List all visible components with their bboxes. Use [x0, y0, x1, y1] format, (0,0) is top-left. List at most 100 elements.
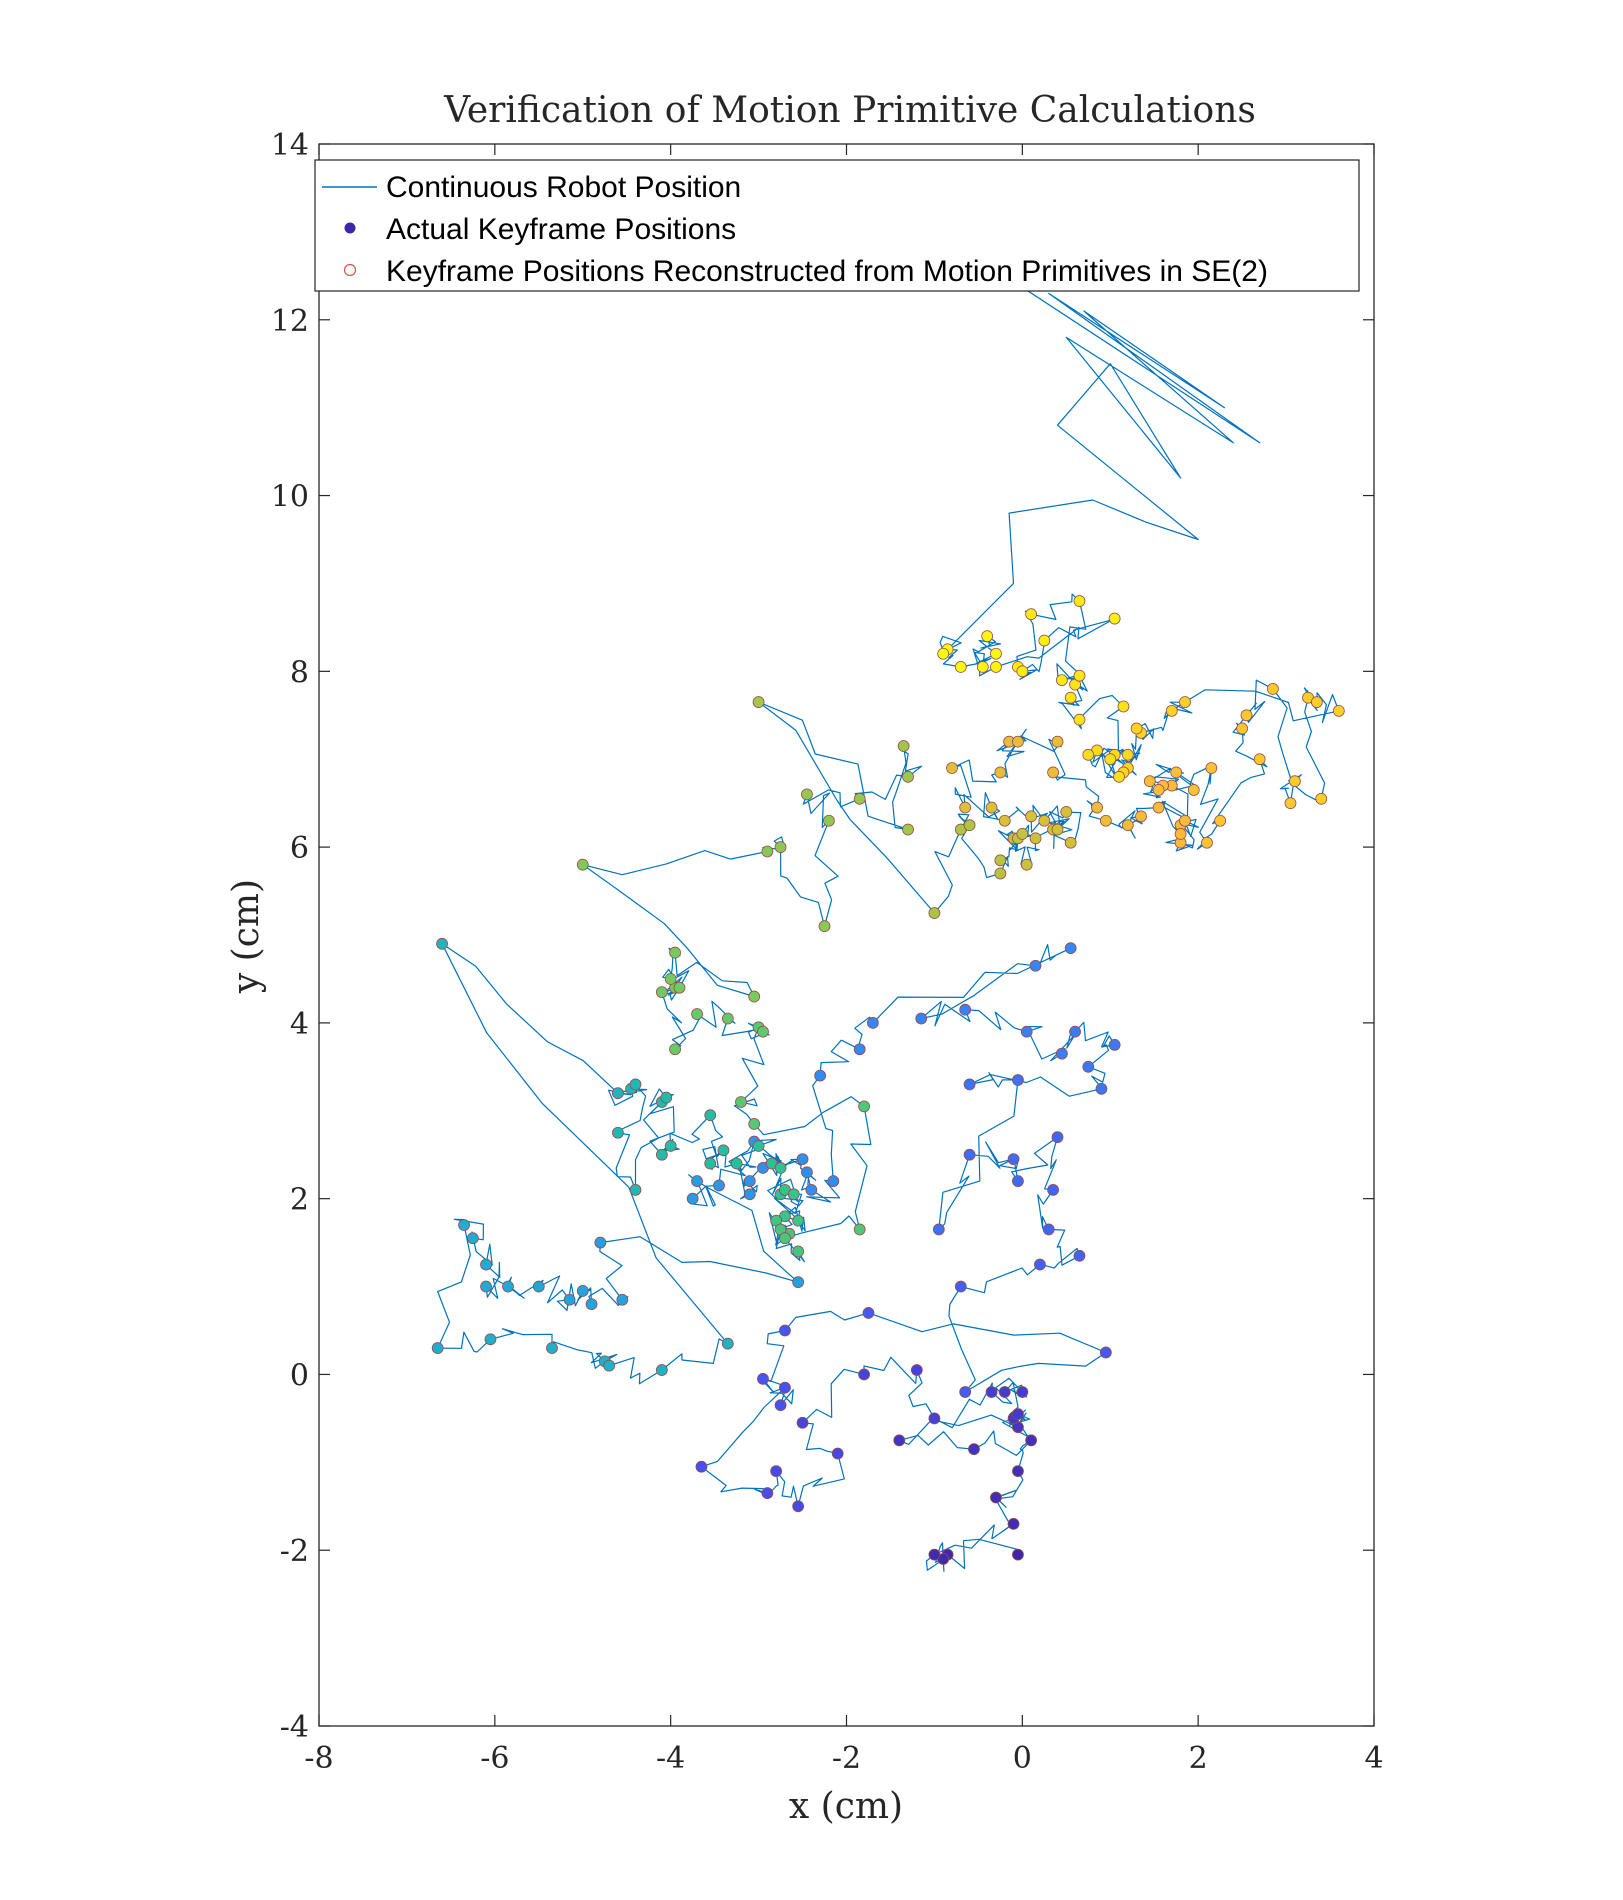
reconstructed-keyframe-point — [805, 1183, 818, 1196]
reconstructed-keyframe-point — [1025, 608, 1038, 621]
reconstructed-keyframe-point — [959, 1003, 972, 1016]
reconstructed-keyframe-point — [801, 788, 813, 801]
tick-labels-layer: -8 -6 -4 -2 0 2 4 -4 -2 0 2 4 6 8 10 12 14 — [271, 128, 1384, 1776]
reconstructed-keyframe-point — [576, 1285, 589, 1297]
reconstructed-keyframe-point — [990, 661, 1002, 673]
reconstructed-keyframe-point — [897, 740, 910, 752]
legend-open-marker-icon — [343, 263, 357, 277]
y-tick-label: 6 — [290, 831, 309, 866]
reconstructed-keyframe-point — [1284, 797, 1297, 810]
reconstructed-keyframe-point — [779, 1232, 791, 1245]
reconstructed-keyframe-point — [998, 814, 1011, 827]
reconstructed-keyframe-point — [928, 1412, 941, 1425]
reconstructed-keyframe-point — [1240, 709, 1253, 722]
reconstructed-keyframe-point — [994, 854, 1007, 867]
reconstructed-keyframe-point — [963, 1078, 976, 1091]
reconstructed-keyframe-point — [752, 1140, 765, 1152]
reconstructed-keyframe-point — [691, 1008, 703, 1020]
reconstructed-keyframe-point — [484, 1333, 497, 1346]
x-tick-label: -6 — [480, 1741, 509, 1776]
reconstructed-keyframe-point — [1143, 775, 1156, 788]
reconstructed-keyframe-point — [735, 1096, 747, 1108]
reconstructed-keyframe-point — [721, 1012, 734, 1025]
reconstructed-keyframe-point — [932, 1223, 945, 1236]
reconstructed-keyframe-point — [761, 1487, 774, 1499]
reconstructed-keyframe-point — [976, 661, 989, 673]
reconstructed-keyframe-point — [1055, 1047, 1068, 1060]
reconstructed-keyframe-point — [686, 1192, 699, 1205]
reconstructed-keyframe-point — [963, 1148, 976, 1161]
reconstructed-keyframe-point — [827, 1175, 840, 1187]
keyframe-layer — [431, 595, 1345, 1565]
reconstructed-keyframe-point — [1051, 823, 1064, 836]
reconstructed-keyframe-point — [1064, 691, 1077, 704]
reconstructed-keyframe-point — [814, 1069, 827, 1082]
reconstructed-keyframe-point — [1179, 696, 1191, 708]
ticks-layer — [318, 143, 1375, 1727]
reconstructed-keyframe-point — [1236, 722, 1249, 735]
reconstructed-keyframe-point — [603, 1359, 616, 1372]
reconstructed-keyframe-point — [866, 1016, 879, 1029]
reconstructed-keyframe-point — [761, 845, 774, 858]
reconstructed-keyframe-point — [1315, 792, 1328, 805]
reconstructed-keyframe-point — [1016, 1386, 1029, 1398]
reconstructed-keyframe-point — [937, 647, 950, 660]
reconstructed-keyframe-point — [1091, 801, 1103, 814]
reconstructed-keyframe-point — [1034, 1258, 1046, 1271]
reconstructed-keyframe-point — [792, 1500, 805, 1513]
reconstructed-keyframe-point — [1025, 810, 1038, 823]
reconstructed-keyframe-point — [1012, 1465, 1024, 1478]
reconstructed-keyframe-point — [669, 946, 681, 959]
reconstructed-keyframe-point — [1073, 595, 1086, 607]
y-tick-label: 12 — [271, 304, 309, 339]
reconstructed-keyframe-point — [1201, 836, 1213, 849]
reconstructed-keyframe-point — [1007, 1517, 1020, 1530]
reconstructed-keyframe-point — [792, 1245, 805, 1258]
reconstructed-keyframe-point — [1205, 762, 1218, 774]
reconstructed-keyframe-point — [532, 1280, 545, 1293]
reconstructed-keyframe-point — [612, 1087, 624, 1100]
reconstructed-keyframe-point — [1029, 832, 1042, 845]
chart-title: Verification of Motion Primitive Calcula… — [443, 90, 1256, 131]
reconstructed-keyframe-point — [546, 1342, 558, 1354]
reconstructed-keyframe-point — [1165, 704, 1178, 717]
reconstructed-keyframe-point — [902, 823, 914, 836]
reconstructed-keyframe-point — [1170, 766, 1183, 779]
reconstructed-keyframe-point — [981, 630, 994, 643]
reconstructed-keyframe-point — [1073, 669, 1086, 682]
reconstructed-keyframe-point — [1266, 683, 1279, 695]
reconstructed-keyframe-point — [1179, 814, 1191, 827]
reconstructed-keyframe-point — [1095, 1082, 1108, 1095]
reconstructed-keyframe-point — [1025, 1434, 1038, 1447]
reconstructed-keyframe-point — [1069, 1025, 1081, 1038]
legend-box — [314, 159, 1360, 292]
reconstructed-keyframe-point — [831, 1447, 844, 1460]
y-tick-label: 0 — [290, 1358, 309, 1393]
reconstructed-keyframe-point — [576, 858, 589, 871]
reconstructed-keyframe-point — [1214, 814, 1227, 827]
reconstructed-keyframe-point — [1121, 819, 1134, 832]
reconstructed-keyframe-point — [629, 1183, 642, 1196]
reconstructed-keyframe-point — [774, 841, 787, 854]
reconstructed-keyframe-point — [1016, 828, 1029, 840]
reconstructed-keyframe-point — [1029, 959, 1042, 972]
reconstructed-keyframe-point — [902, 770, 914, 783]
reconstructed-keyframe-point — [954, 661, 967, 673]
reconstructed-keyframe-point — [1064, 836, 1077, 849]
reconstructed-keyframe-point — [1012, 735, 1024, 748]
reconstructed-keyframe-point — [928, 1548, 941, 1561]
reconstructed-keyframe-point — [1060, 806, 1073, 818]
reconstructed-keyframe-point — [954, 1280, 967, 1293]
reconstructed-keyframe-point — [959, 1386, 972, 1398]
y-tick-label: 4 — [290, 1007, 309, 1042]
reconstructed-keyframe-point — [1016, 665, 1029, 678]
plot-area — [319, 144, 1374, 1726]
reconstructed-keyframe-point — [466, 1232, 479, 1245]
reconstructed-keyframe-point — [1288, 775, 1301, 788]
y-tick-label: 14 — [271, 128, 309, 163]
reconstructed-keyframe-point — [915, 1012, 928, 1025]
y-tick-label: 8 — [290, 655, 309, 690]
reconstructed-keyframe-point — [1108, 612, 1121, 625]
x-tick-label: -8 — [304, 1741, 333, 1776]
reconstructed-keyframe-point — [1073, 713, 1086, 726]
